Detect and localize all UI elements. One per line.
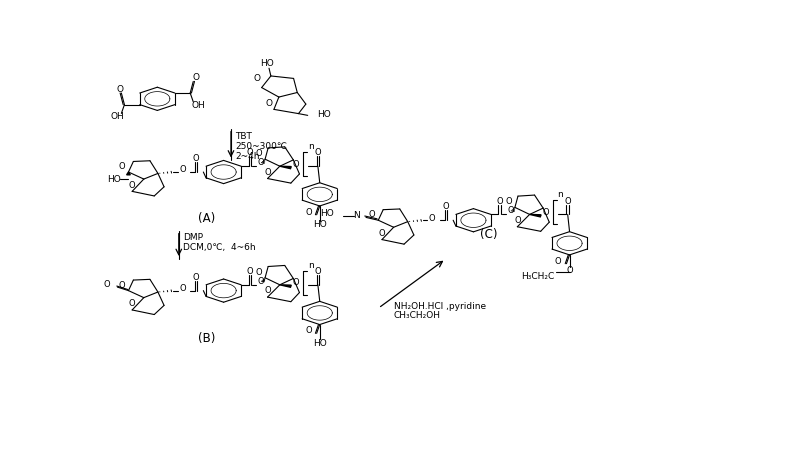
- Text: O: O: [543, 208, 549, 217]
- Text: O: O: [443, 202, 449, 211]
- Polygon shape: [280, 285, 291, 287]
- Text: O: O: [497, 197, 503, 206]
- Text: O: O: [306, 326, 312, 335]
- Text: O: O: [246, 267, 253, 276]
- Text: O: O: [306, 208, 312, 217]
- Text: OH: OH: [192, 101, 206, 110]
- Text: O: O: [314, 267, 322, 276]
- Text: O: O: [566, 266, 573, 275]
- Text: DMP: DMP: [183, 234, 203, 242]
- Text: O: O: [192, 154, 200, 163]
- Text: O: O: [379, 229, 385, 238]
- Text: O: O: [429, 213, 436, 223]
- Text: (B): (B): [198, 332, 215, 345]
- Text: O: O: [257, 158, 264, 167]
- Text: O: O: [253, 74, 261, 83]
- Text: n: n: [558, 190, 563, 199]
- Text: O: O: [292, 159, 299, 169]
- Text: O: O: [179, 165, 186, 175]
- Text: O: O: [255, 268, 262, 276]
- Text: O: O: [555, 257, 562, 266]
- Text: HO: HO: [313, 220, 326, 229]
- Text: CH₃CH₂OH: CH₃CH₂OH: [394, 311, 440, 320]
- Text: O: O: [192, 74, 200, 82]
- Text: 2~4h: 2~4h: [235, 152, 260, 161]
- Text: O: O: [265, 99, 272, 108]
- Text: O: O: [255, 149, 262, 158]
- Polygon shape: [280, 166, 291, 169]
- Text: NH₂OH.HCl ,pyridine: NH₂OH.HCl ,pyridine: [394, 302, 485, 311]
- Text: HO: HO: [313, 339, 326, 348]
- Text: O: O: [118, 281, 125, 290]
- Text: (C): (C): [480, 228, 497, 241]
- Text: HO: HO: [107, 175, 120, 184]
- Text: O: O: [508, 207, 514, 215]
- Text: O: O: [314, 149, 322, 157]
- Text: O: O: [292, 278, 299, 287]
- Text: O: O: [104, 281, 110, 289]
- Text: O: O: [192, 273, 200, 282]
- Text: O: O: [505, 197, 512, 206]
- Text: O: O: [118, 162, 125, 171]
- Text: O: O: [565, 197, 571, 206]
- Text: N: N: [353, 211, 360, 220]
- Text: DCM,0℃,  4~6h: DCM,0℃, 4~6h: [183, 243, 256, 252]
- Text: O: O: [265, 287, 271, 296]
- Text: O: O: [514, 216, 520, 225]
- Text: O: O: [246, 149, 253, 157]
- Text: HO: HO: [318, 110, 331, 119]
- Text: n: n: [307, 142, 314, 151]
- Text: O: O: [265, 168, 271, 177]
- Text: TBT: TBT: [235, 132, 252, 141]
- Text: n: n: [307, 260, 314, 270]
- Text: HO: HO: [320, 209, 334, 218]
- Text: O: O: [128, 299, 135, 308]
- Text: 250~300℃: 250~300℃: [235, 142, 287, 151]
- Text: O: O: [116, 85, 123, 94]
- Text: O: O: [179, 284, 186, 293]
- Text: O: O: [257, 277, 264, 286]
- Polygon shape: [127, 172, 131, 175]
- Text: (A): (A): [198, 212, 215, 225]
- Text: HO: HO: [261, 59, 274, 69]
- Text: H₃CH₂C: H₃CH₂C: [521, 272, 554, 281]
- Text: OH: OH: [110, 112, 124, 122]
- Polygon shape: [530, 214, 541, 217]
- Text: O: O: [128, 181, 135, 190]
- Text: O: O: [368, 211, 375, 219]
